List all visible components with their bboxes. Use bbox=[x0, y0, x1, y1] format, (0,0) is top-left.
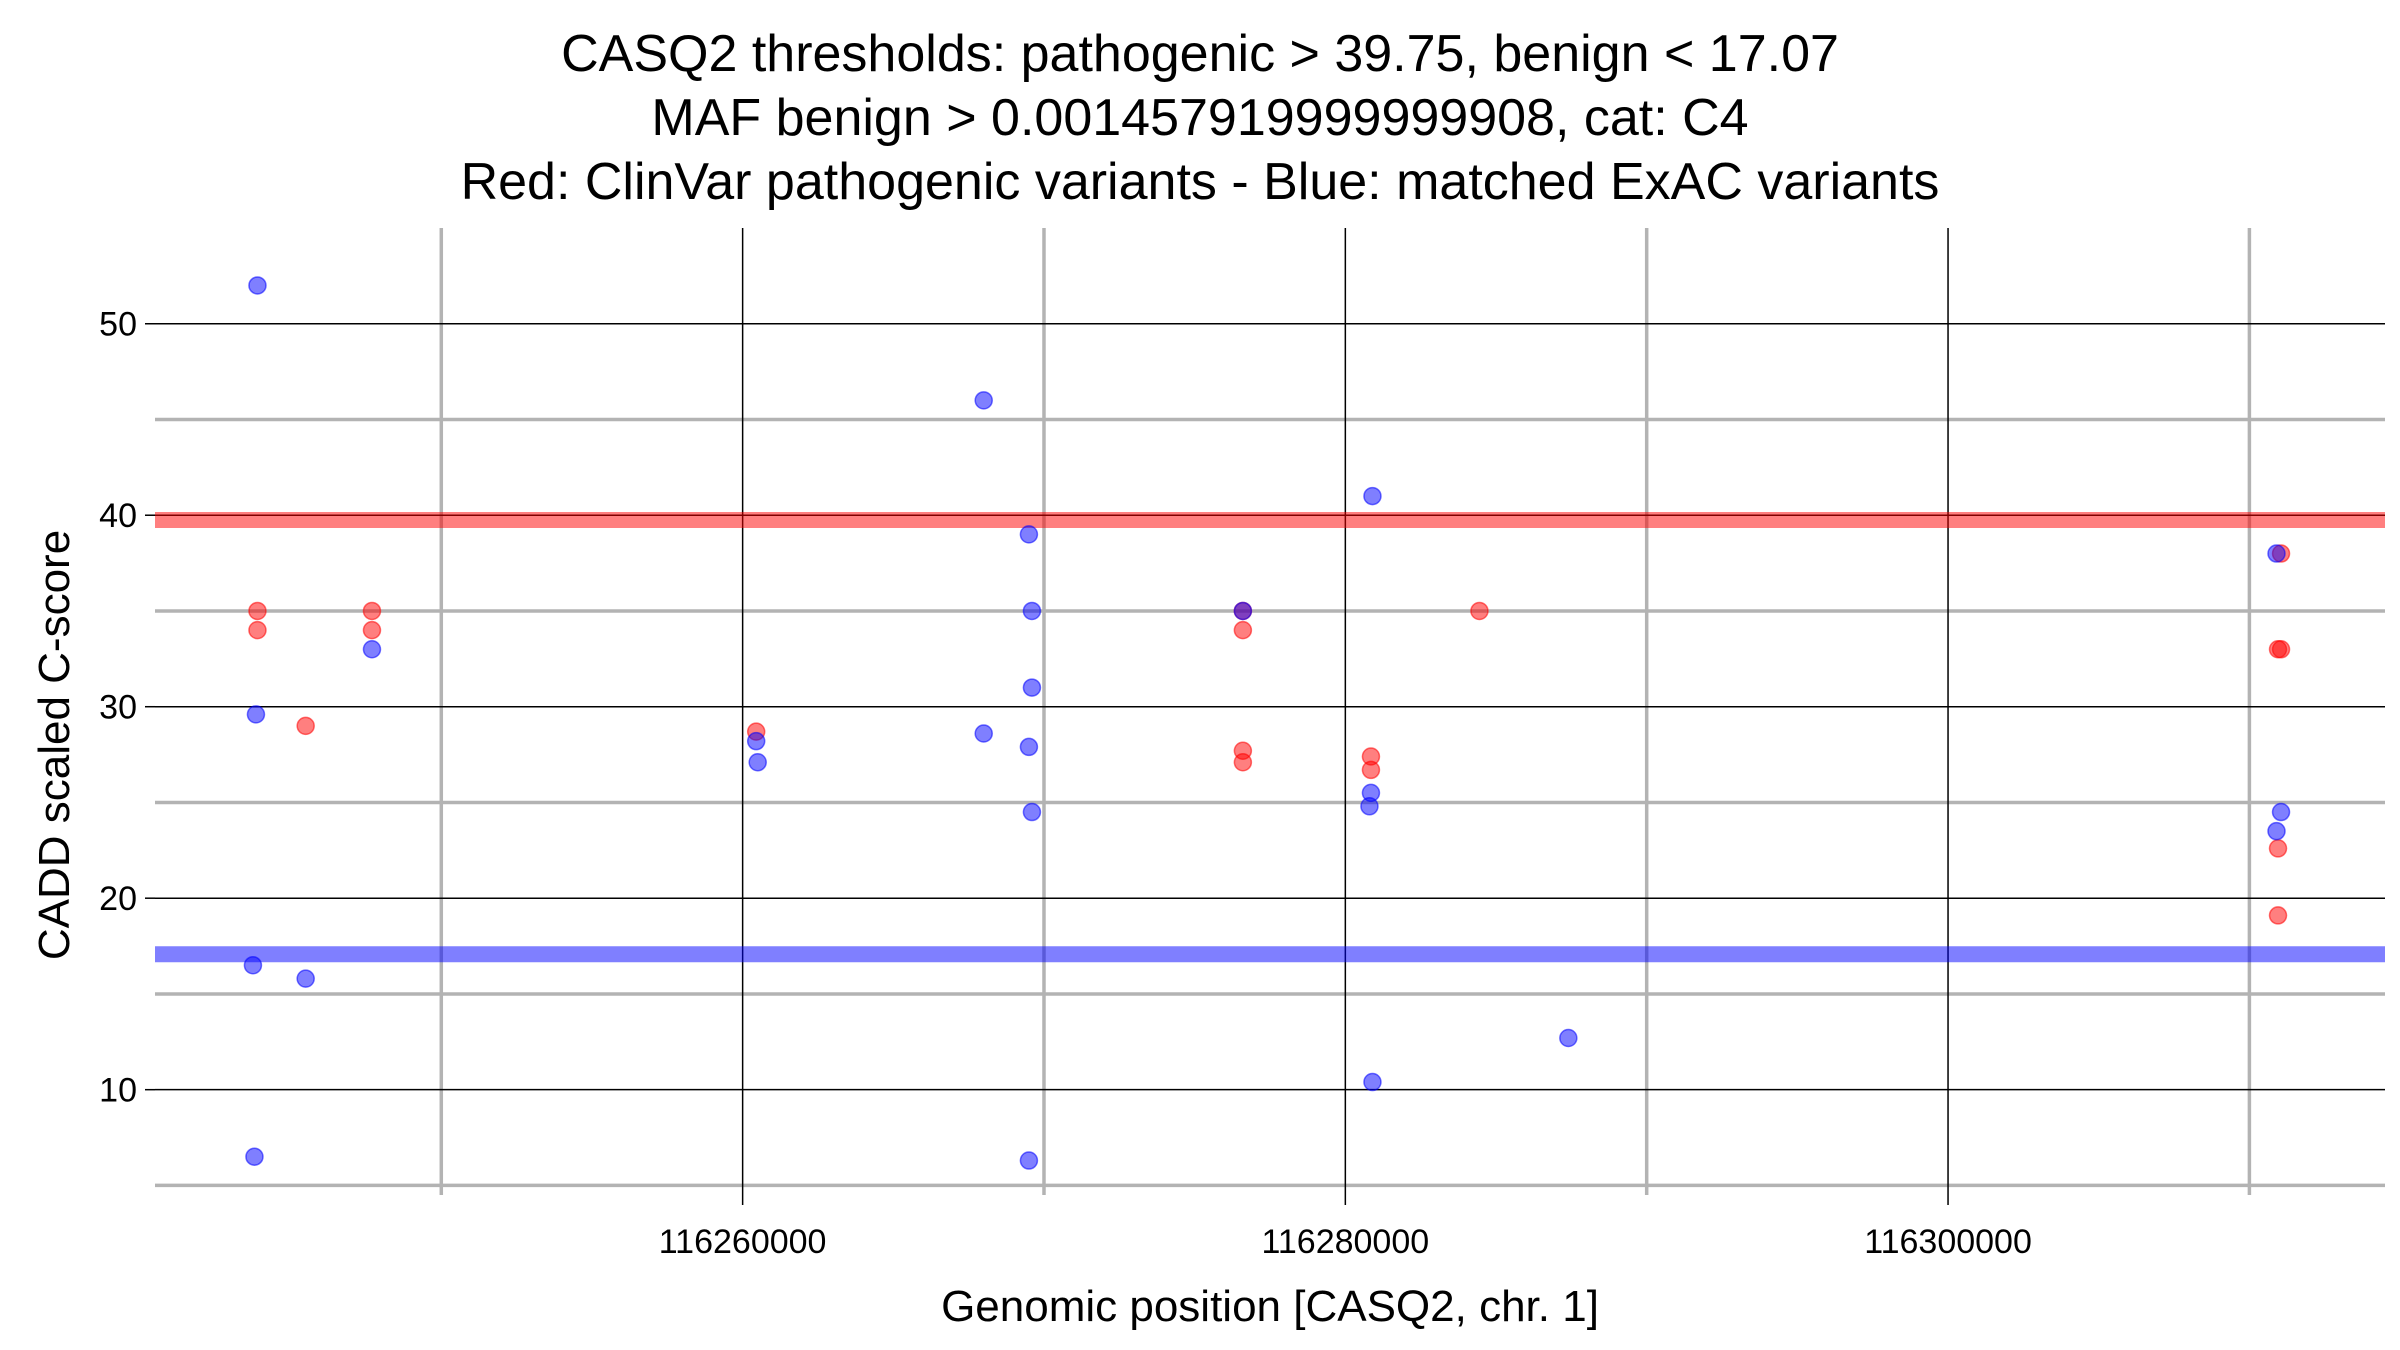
pathogenic-point bbox=[1233, 620, 1253, 640]
chart-title-line-3: Red: ClinVar pathogenic variants - Blue:… bbox=[460, 153, 1940, 211]
pathogenic-point bbox=[248, 620, 267, 640]
x-axis-label: Genomic position [CASQ2, chr. 1] bbox=[941, 1282, 1599, 1331]
benign-point bbox=[1360, 797, 1379, 816]
pathogenic-point bbox=[296, 716, 315, 736]
x-tick-label: 116280000 bbox=[1262, 1223, 1430, 1261]
benign-point bbox=[1022, 802, 1042, 822]
benign-point bbox=[974, 724, 993, 743]
pathogenic-point bbox=[2268, 906, 2288, 925]
benign-point bbox=[296, 969, 315, 988]
benign-point bbox=[1019, 525, 1039, 544]
benign-point bbox=[746, 731, 766, 751]
benign-point bbox=[2267, 544, 2286, 563]
benign-point bbox=[1019, 737, 1039, 757]
benign-point bbox=[362, 640, 382, 659]
benign-point bbox=[1363, 1072, 1382, 1092]
benign-point bbox=[1022, 601, 1042, 621]
pathogenic-point bbox=[1233, 752, 1253, 772]
pathogenic-point bbox=[2268, 839, 2288, 858]
benign-point bbox=[1559, 1028, 1578, 1048]
y-tick-label: 40 bbox=[99, 497, 137, 535]
benign-point bbox=[2267, 821, 2286, 841]
pathogenic-point bbox=[2268, 640, 2288, 659]
pathogenic-point bbox=[362, 620, 382, 640]
pathogenic-point bbox=[1361, 760, 1381, 780]
benign-point bbox=[246, 705, 266, 724]
y-tick-label: 10 bbox=[99, 1072, 137, 1110]
chart-title-line-1: CASQ2 thresholds: pathogenic > 39.75, be… bbox=[561, 25, 1839, 83]
benign-point bbox=[748, 752, 767, 772]
y-tick-label: 30 bbox=[99, 689, 137, 727]
y-axis-label: CADD scaled C-score bbox=[30, 529, 79, 961]
x-tick-label: 116260000 bbox=[659, 1223, 827, 1261]
benign-point bbox=[243, 955, 263, 975]
benign-point bbox=[2271, 802, 2291, 822]
benign-point bbox=[1233, 601, 1253, 621]
pathogenic-point bbox=[362, 601, 382, 621]
x-tick-label: 116300000 bbox=[1864, 1223, 2032, 1261]
pathogenic-point bbox=[248, 601, 267, 621]
y-tick-label: 50 bbox=[99, 306, 137, 344]
benign-point bbox=[1019, 1151, 1039, 1170]
pathogenic-point bbox=[1470, 601, 1489, 621]
benign-point bbox=[974, 391, 993, 410]
benign-point bbox=[248, 276, 267, 295]
benign-point bbox=[1022, 678, 1042, 697]
benign-point bbox=[1363, 486, 1382, 506]
chart-title-line-2: MAF benign > 0.001457919999999908, cat: … bbox=[651, 89, 1749, 147]
benign-point bbox=[245, 1147, 264, 1166]
y-tick-label: 20 bbox=[99, 880, 137, 918]
